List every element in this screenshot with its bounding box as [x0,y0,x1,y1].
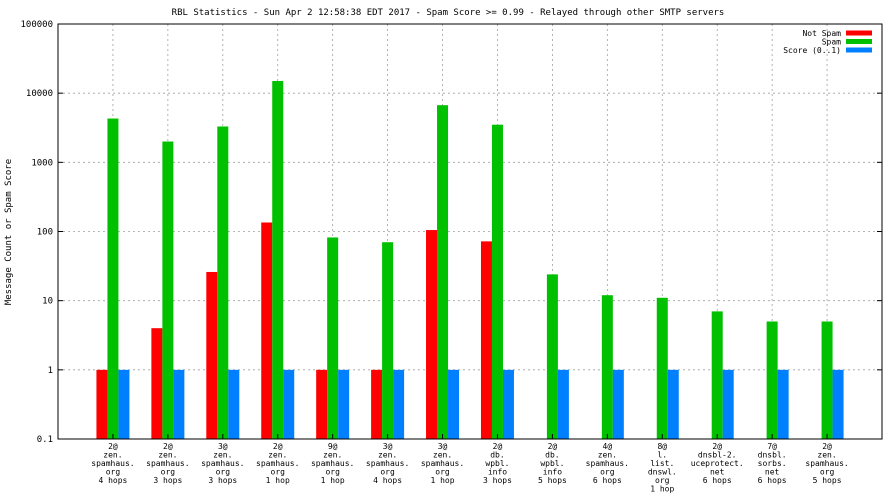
bar-spam [217,126,229,439]
legend-label: Spam [822,38,841,47]
bar-spam [711,311,723,439]
x-tick-label: 2@ zen. spamhaus. org 5 hops [805,442,848,485]
bar-spam [821,321,833,439]
x-tick-label: 2@ db. wpbl. info 5 hops [538,442,567,485]
bar-spam [107,118,119,439]
y-tick-label: 1000 [31,158,53,168]
bar-not-spam [426,230,438,439]
legend-swatch [846,30,872,36]
y-tick-label: 0.1 [37,435,53,445]
bar-score-0-1 [393,369,405,439]
x-tick-label: 2@ dnsbl-2. uceprotect. net 6 hops [691,442,744,485]
bar-score-0-1 [667,369,679,439]
x-tick-label: 3@ zen. spamhaus. org 1 hop [421,442,464,485]
bar-spam [546,274,558,439]
x-tick-label: 4@ zen. spamhaus. org 6 hops [586,442,629,485]
bar-score-0-1 [557,369,569,439]
bar-not-spam [151,328,163,439]
x-tick-label: 2@ zen. spamhaus. org 4 hops [91,442,134,485]
x-tick-label: 2@ zen. spamhaus. org 3 hops [146,442,189,485]
bars [96,80,844,439]
bar-spam [162,141,174,439]
bar-not-spam [261,222,273,439]
bar-spam [656,297,668,439]
bar-spam [437,105,449,439]
bar-not-spam [316,369,328,439]
x-tick-label: 3@ zen. spamhaus. org 4 hops [366,442,409,485]
bar-score-0-1 [228,369,240,439]
bar-score-0-1 [832,369,844,439]
chart-title: RBL Statistics - Sun Apr 2 12:58:38 EDT … [172,8,725,18]
bar-spam [766,321,778,439]
bar-score-0-1 [448,369,460,439]
bar-not-spam [480,241,492,439]
x-tick-label: 7@ dnsbl. sorbs. net 6 hops [758,442,787,485]
bar-not-spam [96,369,108,439]
bar-spam [327,237,339,439]
bar-score-0-1 [118,369,130,439]
bar-score-0-1 [173,369,185,439]
bar-not-spam [371,369,383,439]
y-tick-label: 1 [48,366,53,376]
y-ticks: 0.1 1 10 100 1000 10000 100000 [20,20,882,445]
x-tick-label: 8@ l. list. dnswl. org 1 hop [648,442,677,494]
bar-spam [601,295,613,439]
bar-spam [272,80,284,439]
x-tick-label: 2@ db. wpbl. info 3 hops [483,442,512,485]
legend-label: Not Spam [802,29,841,38]
x-tick-label: 3@ zen. spamhaus. org 3 hops [201,442,244,485]
x-tick-label: 2@ zen. spamhaus. org 1 hop [256,442,299,485]
bar-not-spam [206,271,218,439]
bar-spam [382,242,394,439]
bar-score-0-1 [612,369,624,439]
y-tick-label: 100000 [20,20,53,30]
y-tick-label: 10 [42,297,53,307]
y-axis-label: Message Count or Spam Score [4,159,14,305]
legend-swatch [846,39,872,44]
bar-spam [491,124,503,439]
bar-score-0-1 [283,369,295,439]
bar-score-0-1 [722,369,734,439]
y-tick-label: 100 [37,228,53,238]
y-tick-label: 10000 [26,89,53,99]
x-tick-label: 9@ zen. spamhaus. org 1 hop [311,442,354,485]
x-ticks: 2@ zen. spamhaus. org 4 hops 2@ zen. spamhaus. o… [91,434,849,494]
legend-swatch [846,47,872,53]
bar-score-0-1 [777,369,789,439]
bar-score-0-1 [338,369,350,439]
bar-score-0-1 [502,369,514,439]
legend-label: Score (0..1) [783,46,841,55]
